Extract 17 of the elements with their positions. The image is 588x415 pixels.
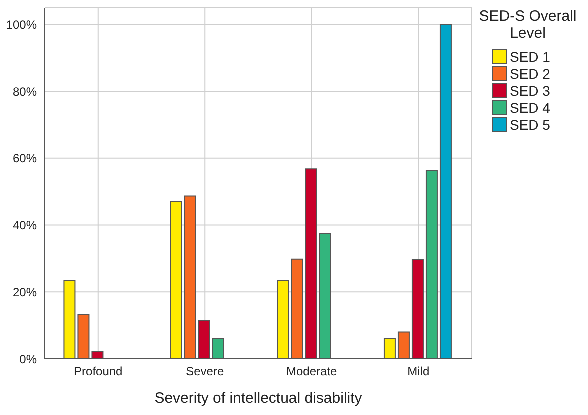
x-tick-label: Moderate [286, 364, 338, 379]
y-tick-label: 20% [12, 285, 38, 300]
x-tick-label: Mild [408, 364, 430, 379]
y-tick-label: 80% [12, 84, 38, 99]
y-tick-label: 40% [12, 218, 38, 233]
y-tick-label: 0% [20, 352, 38, 366]
legend-label: SED 1 [510, 48, 550, 64]
legend-label: SED 3 [510, 82, 550, 98]
x-tick-label: Profound [74, 364, 123, 379]
y-tick-label: 100% [6, 18, 38, 32]
legend-label: SED 4 [510, 100, 550, 116]
x-axis-title: Severity of intellectual disability [154, 390, 363, 407]
x-tick-label: Severe [186, 364, 224, 379]
legend-title: SED-S Overall Level [478, 8, 578, 42]
legend-label: SED 2 [510, 66, 550, 82]
legend-label: SED 5 [510, 116, 550, 132]
y-tick-label: 60% [12, 152, 38, 166]
